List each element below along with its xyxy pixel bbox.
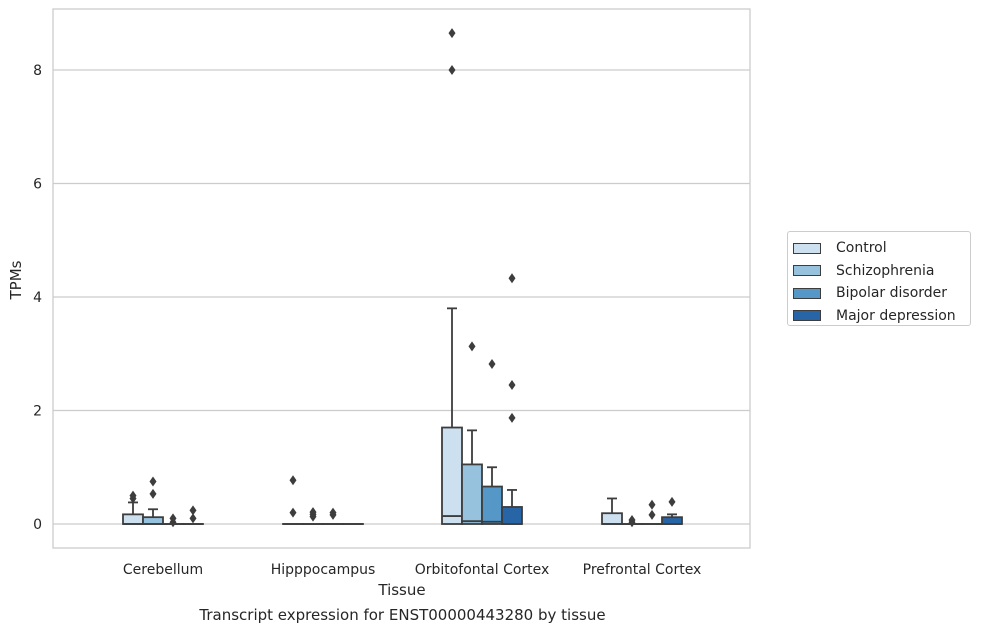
legend-label: Control [836, 240, 887, 257]
box-2-1 [322, 507, 344, 525]
box-2-3 [641, 499, 663, 525]
box-series [122, 28, 683, 528]
y-tick-label: 2 [33, 404, 42, 420]
outlier-point [648, 499, 656, 510]
outlier-point [169, 513, 177, 524]
legend-item: Major depression [793, 305, 970, 328]
box-0-2 [441, 28, 463, 525]
outlier-point [448, 28, 456, 39]
legend-label: Major depression [836, 307, 956, 324]
legend-label: Schizophrenia [836, 262, 935, 279]
legend-swatch [793, 265, 821, 277]
y-tick-label: 0 [33, 517, 42, 533]
outlier-point [129, 490, 137, 501]
y-axis-label: TPMs [7, 260, 25, 300]
box-3-0 [182, 505, 204, 525]
outlier-point [468, 341, 476, 352]
box-3-3 [661, 496, 683, 525]
outlier-point [149, 476, 157, 487]
box-rect [601, 512, 623, 525]
x-tick-label: Prefrontal Cortex [583, 562, 702, 578]
outlier-point [508, 379, 516, 390]
x-tick-label: Orbitofontal Cortex [415, 562, 550, 578]
legend-swatch [793, 242, 821, 254]
outlier-point [289, 475, 297, 486]
box-rect [142, 516, 164, 525]
legend-item: Schizophrenia [793, 260, 970, 283]
box-rect [661, 516, 683, 525]
box-rect [461, 463, 483, 525]
outlier-point [189, 505, 197, 516]
outlier-point [309, 507, 317, 518]
box-2-0 [162, 513, 184, 528]
y-tick-labels: 0 2 4 6 8 [33, 63, 42, 533]
y-tick-label: 6 [33, 177, 42, 193]
legend-swatch [793, 287, 821, 299]
outlier-point [648, 509, 656, 520]
box-0-1 [282, 475, 304, 525]
chart-title: Transcript expression for ENST0000044328… [199, 606, 606, 624]
box-1-3 [621, 515, 643, 528]
box-1-0 [142, 476, 164, 525]
box-3-2 [501, 273, 523, 525]
legend-item: Control [793, 237, 970, 260]
legend-label: Bipolar disorder [836, 285, 948, 302]
box-rect [122, 513, 144, 525]
outlier-point [448, 65, 456, 75]
legend-swatch [793, 310, 821, 322]
box-1-1 [302, 507, 324, 525]
y-tick-label: 4 [33, 290, 42, 306]
legend-item: Bipolar disorder [793, 282, 970, 305]
x-tick-labels: Cerebellum Hipppocampus Orbitofontal Corte… [123, 562, 701, 578]
outlier-point [628, 515, 636, 526]
box-2-2 [481, 358, 503, 525]
y-tick-label: 8 [33, 63, 42, 79]
x-tick-label: Hipppocampus [271, 562, 376, 578]
grid-lines [53, 69, 750, 525]
outlier-point [289, 507, 297, 518]
outlier-point [149, 488, 157, 499]
outlier-point [488, 358, 496, 369]
outlier-point [668, 496, 676, 507]
plot-frame [52, 8, 751, 549]
outlier-point [329, 507, 337, 518]
x-tick-label: Cerebellum [123, 562, 203, 578]
box-rect [481, 485, 503, 525]
box-rect [441, 426, 463, 525]
box-0-0 [122, 490, 144, 525]
outlier-point [508, 412, 516, 423]
x-axis-label: Tissue [377, 581, 425, 599]
outlier-point [189, 513, 197, 524]
box-0-3 [601, 497, 623, 525]
legend: Control Schizophrenia Bipolar disorder Majo… [787, 231, 971, 326]
box-1-2 [461, 341, 483, 525]
outlier-point [508, 273, 516, 284]
box-rect [501, 506, 523, 525]
